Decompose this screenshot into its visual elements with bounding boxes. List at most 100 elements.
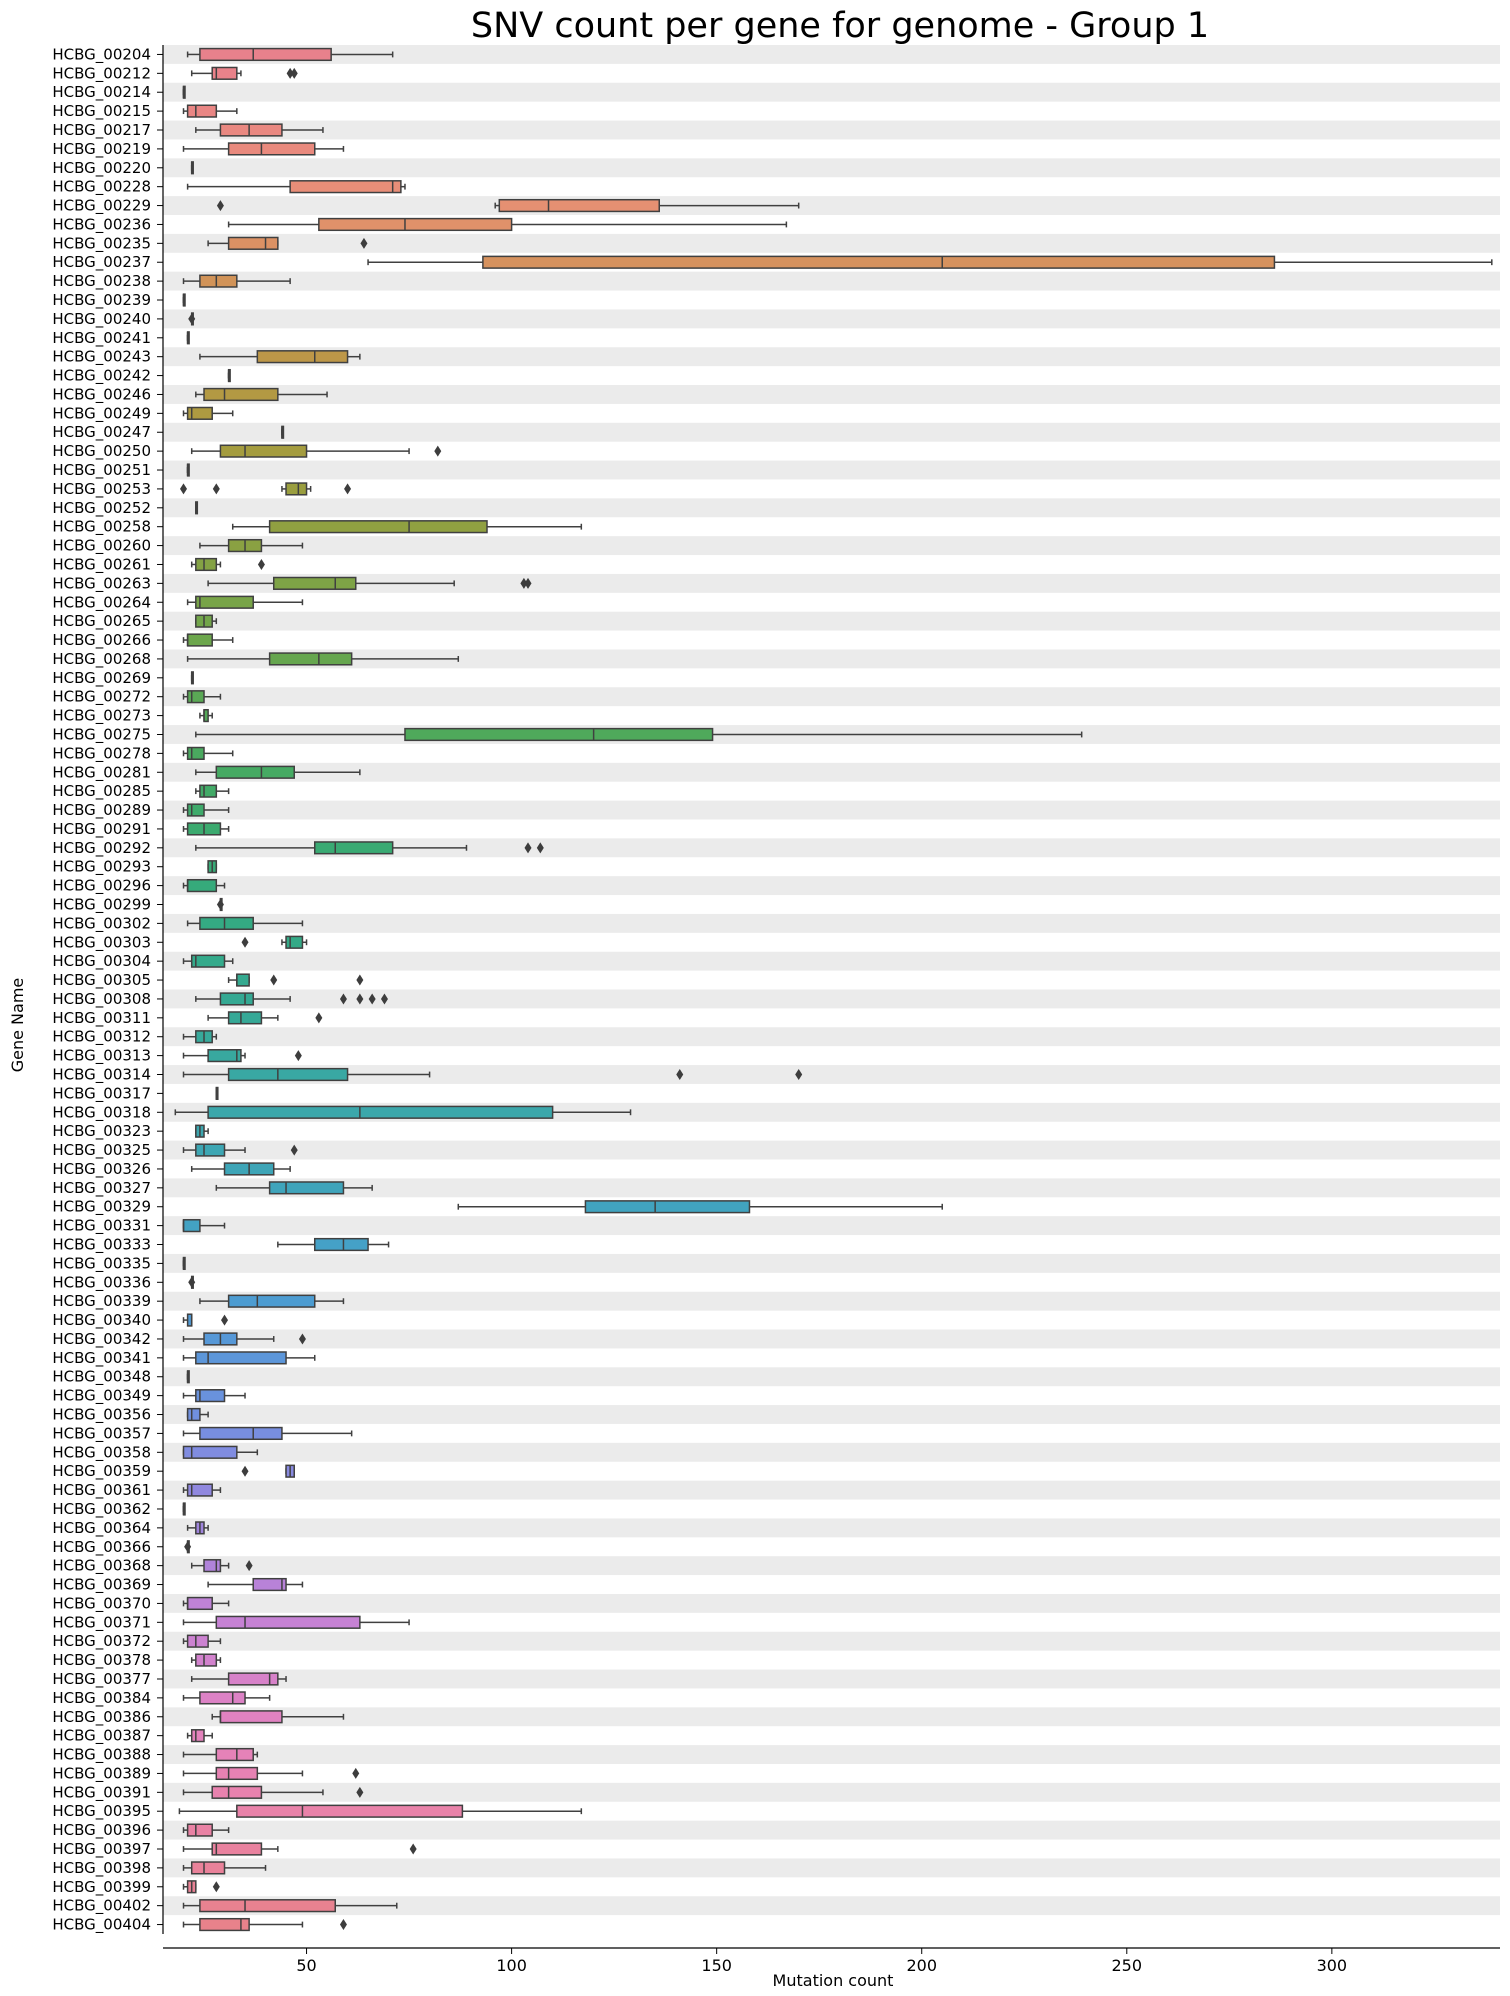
y-tick-label: HCBG_00336 [52,1273,151,1292]
y-tick-label: HCBG_00268 [52,650,151,669]
row-stripe [163,1556,1500,1576]
box-HCBG_00361 [182,1483,222,1497]
y-tick-label: HCBG_00266 [52,631,151,650]
row-stripe [163,838,1500,858]
y-tick-label: HCBG_00397 [52,1840,151,1859]
box-HCBG_00217 [195,123,324,137]
iqr-box [190,954,226,968]
box-HCBG_00258 [231,520,583,534]
row-stripe [163,158,1500,178]
box-HCBG_00278 [182,746,234,760]
row-stripe [163,1820,1500,1840]
outlier-point [524,577,532,589]
y-tick-label: HCBG_00229 [52,197,151,216]
y-tick-label: HCBG_00220 [52,159,151,178]
y-tick-label: HCBG_00293 [52,858,151,877]
iqr-box [211,1785,263,1799]
outlier-point [216,898,224,910]
row-stripe [163,460,1500,480]
outlier-point [286,67,294,79]
box-HCBG_00247 [281,425,285,439]
box-HCBG_00318 [174,1105,632,1119]
iqr-box [190,1861,226,1875]
y-tick-label: HCBG_00285 [52,782,151,801]
y-tick-label: HCBG_00378 [52,1651,151,1670]
box-HCBG_00317 [215,1086,219,1101]
box-HCBG_00387 [186,1729,213,1743]
y-tick-label: HCBG_00314 [52,1066,151,1085]
row-stripe [163,1065,1500,1084]
y-tick-label: HCBG_00396 [52,1821,151,1840]
outlier-point [216,200,224,212]
outlier-point [360,237,368,249]
box-HCBG_00229 [216,198,800,213]
iqr-box [219,1710,283,1724]
box-HCBG_00299 [216,897,224,912]
y-tick-label: HCBG_00348 [52,1368,151,1387]
y-axis [157,45,164,1934]
y-tick-label: HCBG_00212 [52,64,151,83]
row-stripe [163,762,1500,782]
row-stripe [163,1216,1500,1236]
iqr-box [404,727,714,742]
iqr-box [186,878,218,893]
y-tick-label: HCBG_00235 [52,234,151,253]
box-HCBG_00285 [195,784,230,798]
outlier-point [536,842,544,854]
row-stripe [163,1140,1500,1160]
row-stripe [163,498,1500,518]
outlier-point [180,483,188,495]
iqr-box [186,1823,213,1837]
y-tick-label: HCBG_00204 [52,45,151,64]
y-tick-label: HCBG_00331 [52,1217,151,1236]
box-HCBG_00369 [207,1577,304,1592]
box-HCBG_00311 [207,1011,323,1025]
box-HCBG_00348 [186,1370,190,1384]
iqr-box [289,180,402,194]
outlier-point [344,483,352,495]
box-HCBG_00377 [190,1672,287,1686]
outlier-point [257,558,265,570]
y-tick-label: HCBG_00303 [52,933,151,952]
box-HCBG_00399 [182,1880,220,1894]
box-HCBG_00246 [195,387,328,402]
outlier-point [294,1050,302,1062]
box-HCBG_00335 [182,1256,186,1271]
box-HCBG_00327 [215,1181,373,1195]
y-tick-label: HCBG_00362 [52,1500,151,1519]
outlier-point [270,974,278,986]
iqr-box [272,576,357,590]
row-stripes [163,45,1500,1916]
box-HCBG_00326 [190,1162,291,1176]
iqr-box [195,557,218,572]
box-HCBG_00305 [227,973,364,987]
box-HCBG_00314 [182,1067,803,1082]
y-tick-label: HCBG_00326 [52,1160,151,1179]
outlier-point [339,1919,347,1931]
box-HCBG_00384 [182,1691,271,1705]
y-tick-label: HCBG_00247 [52,423,151,442]
x-tick-label: 200 [906,1956,937,1975]
iqr-box [199,274,238,288]
iqr-box [186,406,213,420]
box-HCBG_00302 [186,916,304,930]
iqr-box [199,1917,250,1932]
outlier-point [290,1144,298,1156]
iqr-box [203,1559,222,1573]
box-HCBG_00260 [199,538,304,553]
iqr-box [318,217,513,232]
iqr-box [207,1105,554,1119]
box-HCBG_00268 [186,652,460,666]
iqr-box [199,784,218,798]
outlier-point [298,1333,306,1345]
y-tick-label: HCBG_00369 [52,1576,151,1595]
y-tick-label: HCBG_00305 [52,971,151,990]
row-stripe [163,1027,1500,1047]
box-HCBG_00204 [186,47,394,62]
iqr-box [227,1067,349,1082]
y-tick-label: HCBG_00391 [52,1783,151,1802]
iqr-box [227,1011,263,1025]
iqr-box [195,1653,218,1667]
iqr-box [203,387,279,402]
y-tick-label: HCBG_00269 [52,669,151,688]
